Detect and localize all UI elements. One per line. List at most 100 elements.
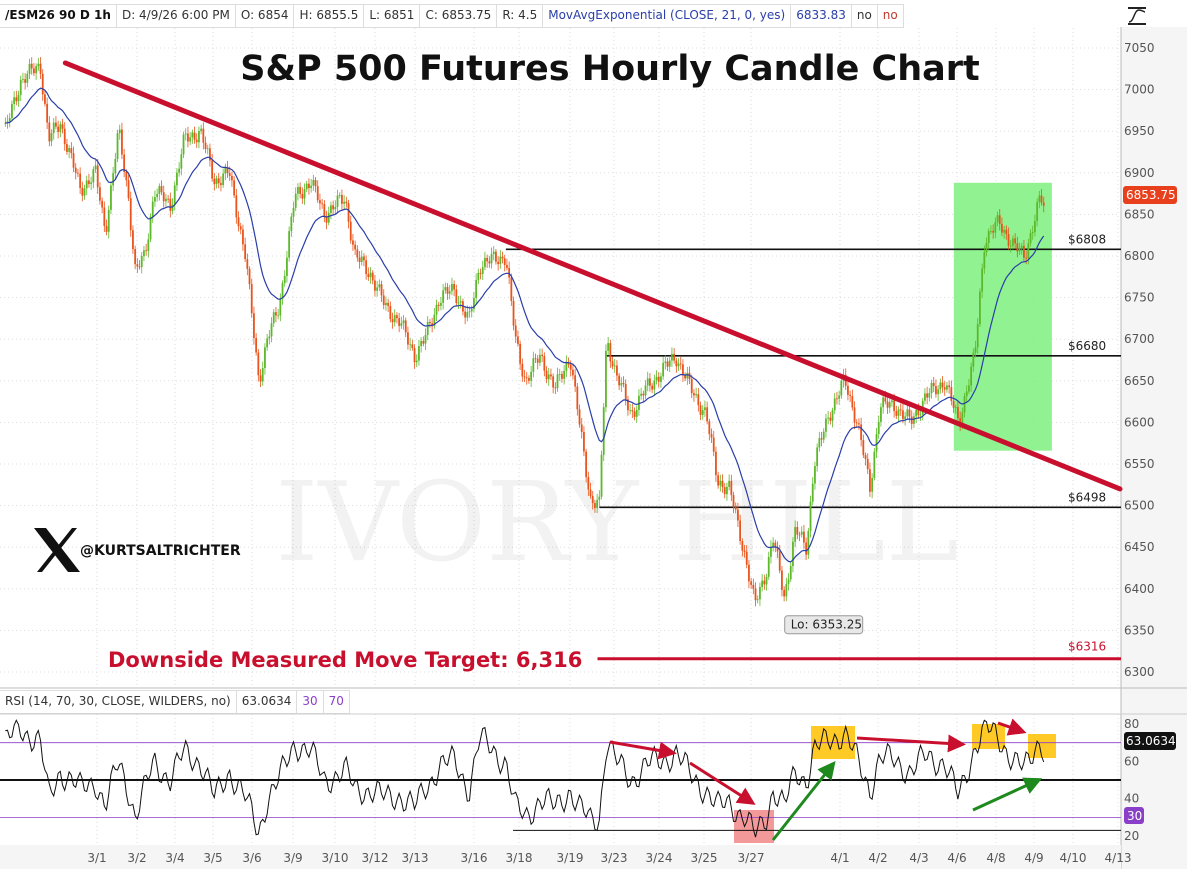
candle bbox=[866, 453, 869, 474]
candle-body bbox=[814, 465, 816, 484]
candle bbox=[61, 118, 64, 134]
candle-body bbox=[759, 586, 761, 600]
candle bbox=[653, 374, 656, 397]
candle-body bbox=[28, 63, 31, 74]
candle-body bbox=[1003, 229, 1006, 233]
candle-body bbox=[598, 496, 601, 500]
candle bbox=[8, 113, 11, 128]
candle bbox=[820, 432, 823, 447]
candle-body bbox=[145, 250, 148, 252]
candle-body bbox=[349, 221, 352, 241]
candle-body bbox=[1020, 245, 1023, 248]
symbol-label[interactable]: /ESM26 90 D 1h bbox=[0, 5, 117, 27]
candle bbox=[213, 172, 216, 191]
candle-body bbox=[789, 566, 792, 580]
candle bbox=[1003, 225, 1006, 239]
candle-body bbox=[732, 495, 735, 508]
candle bbox=[772, 537, 775, 552]
candle bbox=[96, 158, 99, 194]
candle-body bbox=[715, 451, 717, 476]
candle-body bbox=[209, 148, 211, 161]
candle bbox=[756, 595, 759, 604]
candle bbox=[74, 163, 77, 180]
candle bbox=[585, 448, 588, 483]
candle-body bbox=[393, 315, 396, 323]
candle bbox=[169, 192, 172, 218]
candle bbox=[704, 400, 706, 417]
candle-body bbox=[763, 580, 766, 585]
candle bbox=[275, 307, 277, 323]
price-level-label: $6498 bbox=[1068, 490, 1106, 504]
candle bbox=[259, 369, 262, 388]
candle bbox=[970, 362, 973, 392]
candle-body bbox=[275, 312, 277, 316]
candle-body bbox=[125, 171, 128, 181]
candle bbox=[11, 100, 13, 122]
candle-body bbox=[1007, 234, 1010, 246]
rsi-header: RSI (14, 70, 30, CLOSE, WILDERS, no) 63.… bbox=[0, 690, 350, 714]
candle bbox=[979, 288, 981, 327]
study-settings-icon[interactable] bbox=[1128, 7, 1146, 25]
candle-body bbox=[578, 409, 581, 425]
candle-body bbox=[11, 103, 13, 118]
price-tick-label: 7050 bbox=[1124, 41, 1155, 55]
candle-body bbox=[118, 129, 121, 134]
candle bbox=[429, 319, 431, 328]
candle-body bbox=[162, 192, 165, 202]
candle-body bbox=[1023, 245, 1025, 258]
candle-body bbox=[264, 347, 266, 369]
candle-body bbox=[116, 133, 119, 159]
time-tick-label: 3/24 bbox=[646, 851, 673, 865]
candle-body bbox=[149, 216, 152, 240]
candle-body bbox=[39, 63, 42, 74]
candle-body bbox=[937, 389, 940, 395]
candle-body bbox=[723, 487, 726, 495]
candle bbox=[1005, 225, 1008, 240]
candle-body bbox=[338, 195, 341, 196]
study-flag-1: no bbox=[852, 5, 878, 27]
candle-body bbox=[33, 68, 35, 74]
svg-text:63.0634: 63.0634 bbox=[1126, 734, 1176, 748]
momentum-arrow-green bbox=[972, 777, 1043, 812]
candle bbox=[536, 355, 539, 370]
candle-body bbox=[290, 216, 293, 232]
candle bbox=[532, 351, 535, 378]
candle bbox=[904, 411, 907, 426]
candle-body bbox=[840, 381, 843, 396]
candle bbox=[578, 404, 581, 428]
candle bbox=[853, 401, 856, 430]
candle-body bbox=[785, 584, 788, 597]
candle-body bbox=[147, 239, 150, 251]
candle-body bbox=[330, 205, 332, 213]
candle bbox=[79, 167, 82, 195]
candle bbox=[1016, 236, 1019, 258]
candle-body bbox=[376, 287, 379, 291]
candle bbox=[545, 366, 548, 384]
candle bbox=[728, 474, 731, 491]
candle-body bbox=[136, 264, 139, 267]
candle bbox=[332, 200, 335, 215]
candle bbox=[112, 166, 115, 191]
candle bbox=[116, 129, 119, 163]
candle-body bbox=[279, 298, 282, 316]
rsi-study-label[interactable]: RSI (14, 70, 30, CLOSE, WILDERS, no) bbox=[0, 691, 237, 713]
candle bbox=[246, 253, 249, 276]
candle bbox=[453, 280, 456, 297]
candle-body bbox=[437, 304, 440, 306]
ema-study-label[interactable]: MovAvgExponential (CLOSE, 21, 0, yes) bbox=[543, 5, 792, 27]
candle bbox=[745, 545, 748, 569]
candle bbox=[787, 573, 790, 591]
time-tick-label: 3/9 bbox=[283, 851, 302, 865]
candle bbox=[338, 192, 341, 199]
candle bbox=[710, 428, 713, 443]
candle bbox=[613, 358, 616, 373]
candle-body bbox=[323, 203, 326, 218]
candle-body bbox=[369, 272, 372, 278]
candle bbox=[640, 387, 643, 400]
candle-body bbox=[688, 372, 691, 380]
time-tick-label: 4/2 bbox=[868, 851, 887, 865]
candle-body bbox=[547, 374, 550, 380]
candle-body bbox=[602, 407, 605, 455]
candle-body bbox=[827, 417, 830, 419]
